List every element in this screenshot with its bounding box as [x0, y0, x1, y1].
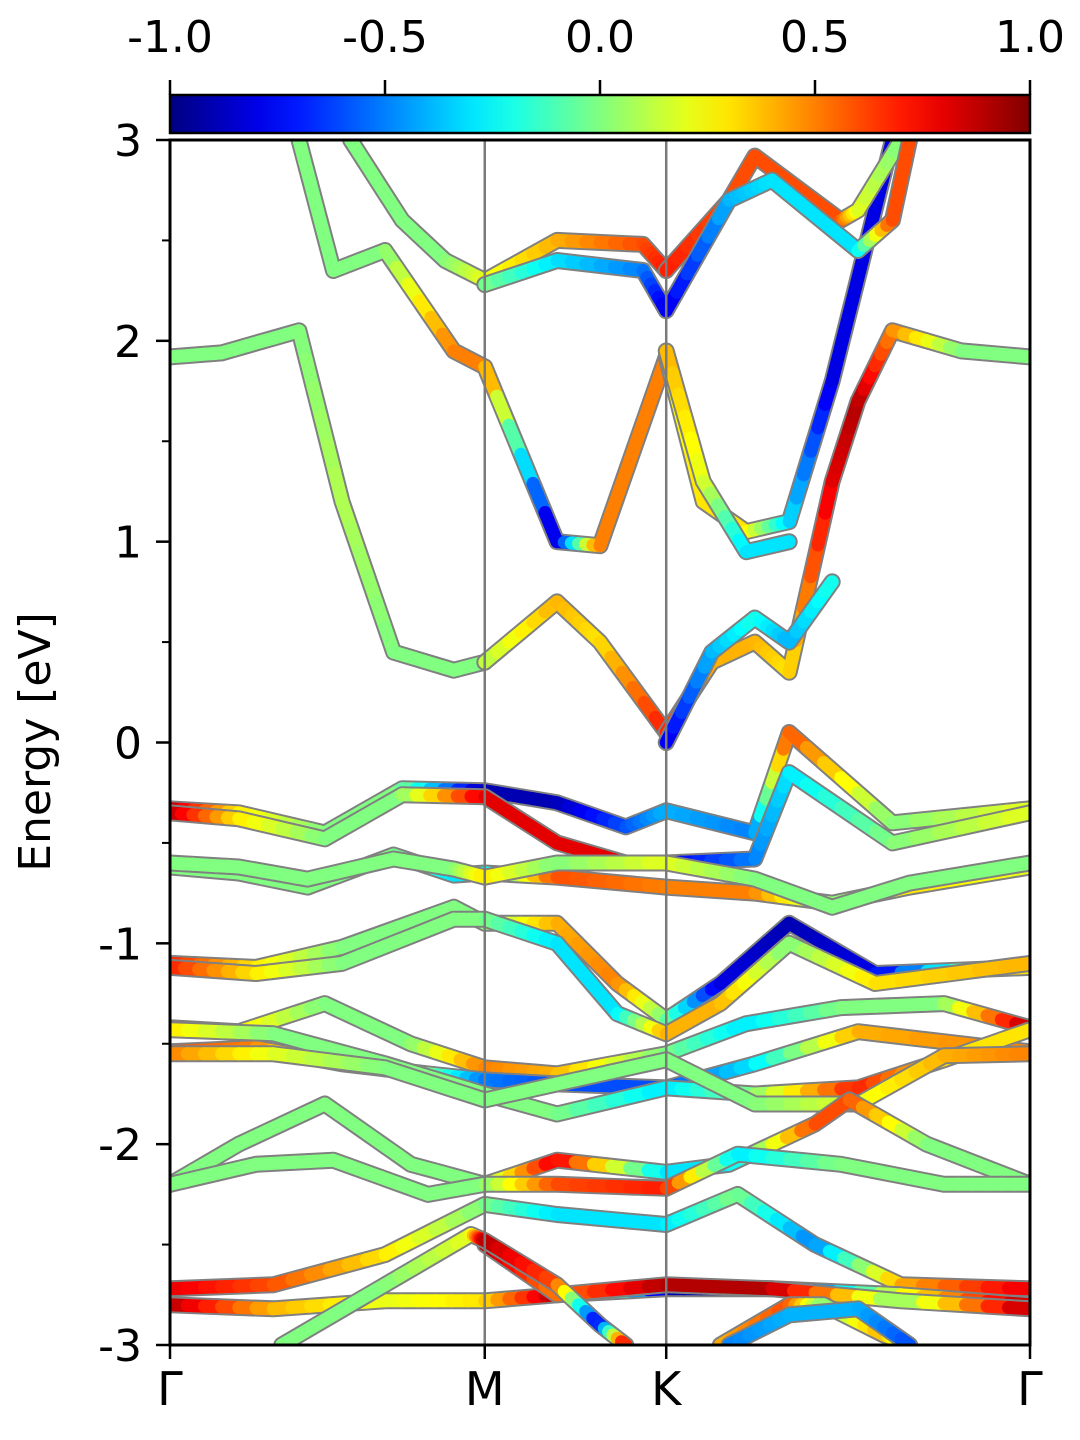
y-axis: -3 -2 -1 0 1 2 3: [98, 116, 170, 1372]
kpoint-lines: [483, 140, 668, 1345]
y-tick-label: -1: [98, 919, 142, 970]
band-line: [476, 593, 675, 741]
colorbar: -1.0 -0.5 0.0 0.5 1.0: [127, 12, 1065, 135]
band-line: [170, 1045, 1030, 1113]
colorbar-gradient: [168, 93, 1032, 135]
bands-group: [170, 140, 1030, 1345]
kpoint-label: Γ: [157, 1362, 183, 1416]
kpoint-label: M: [465, 1362, 505, 1416]
plot-area: -3 -2 -1 0 1 2 3 Γ M K Γ: [98, 116, 1043, 1416]
kpoint-label: K: [651, 1362, 683, 1416]
y-tick-label: 0: [114, 719, 142, 770]
y-tick-label: -2: [98, 1120, 142, 1171]
y-tick-label: 1: [114, 518, 142, 569]
band-line: [720, 1300, 919, 1345]
colorbar-tick-label: -1.0: [127, 12, 213, 63]
kpoint-label: Γ: [1017, 1362, 1043, 1416]
y-tick-label: 2: [114, 317, 142, 368]
band-line: [170, 850, 1030, 916]
band-line: [170, 1091, 1030, 1193]
band-line: [170, 995, 1030, 1083]
band-line: [170, 1145, 1030, 1203]
colorbar-tick-label: 0.5: [780, 12, 850, 63]
band-line: [657, 573, 841, 751]
colorbar-tick-label: 0.0: [565, 12, 635, 63]
band-line: [476, 140, 919, 320]
colorbar-tick-label: -0.5: [342, 12, 428, 63]
band-line: [290, 140, 675, 555]
y-tick-label: 3: [114, 116, 142, 167]
colorbar-ticks: -1.0 -0.5 0.0 0.5 1.0: [127, 12, 1065, 95]
colorbar-tick-label: 1.0: [995, 12, 1065, 63]
band-line: [170, 1185, 1030, 1298]
y-axis-label: Energy [eV]: [10, 612, 61, 872]
band-line: [170, 322, 494, 679]
y-tick-label: -3: [98, 1321, 142, 1372]
band-line: [170, 910, 1030, 1043]
